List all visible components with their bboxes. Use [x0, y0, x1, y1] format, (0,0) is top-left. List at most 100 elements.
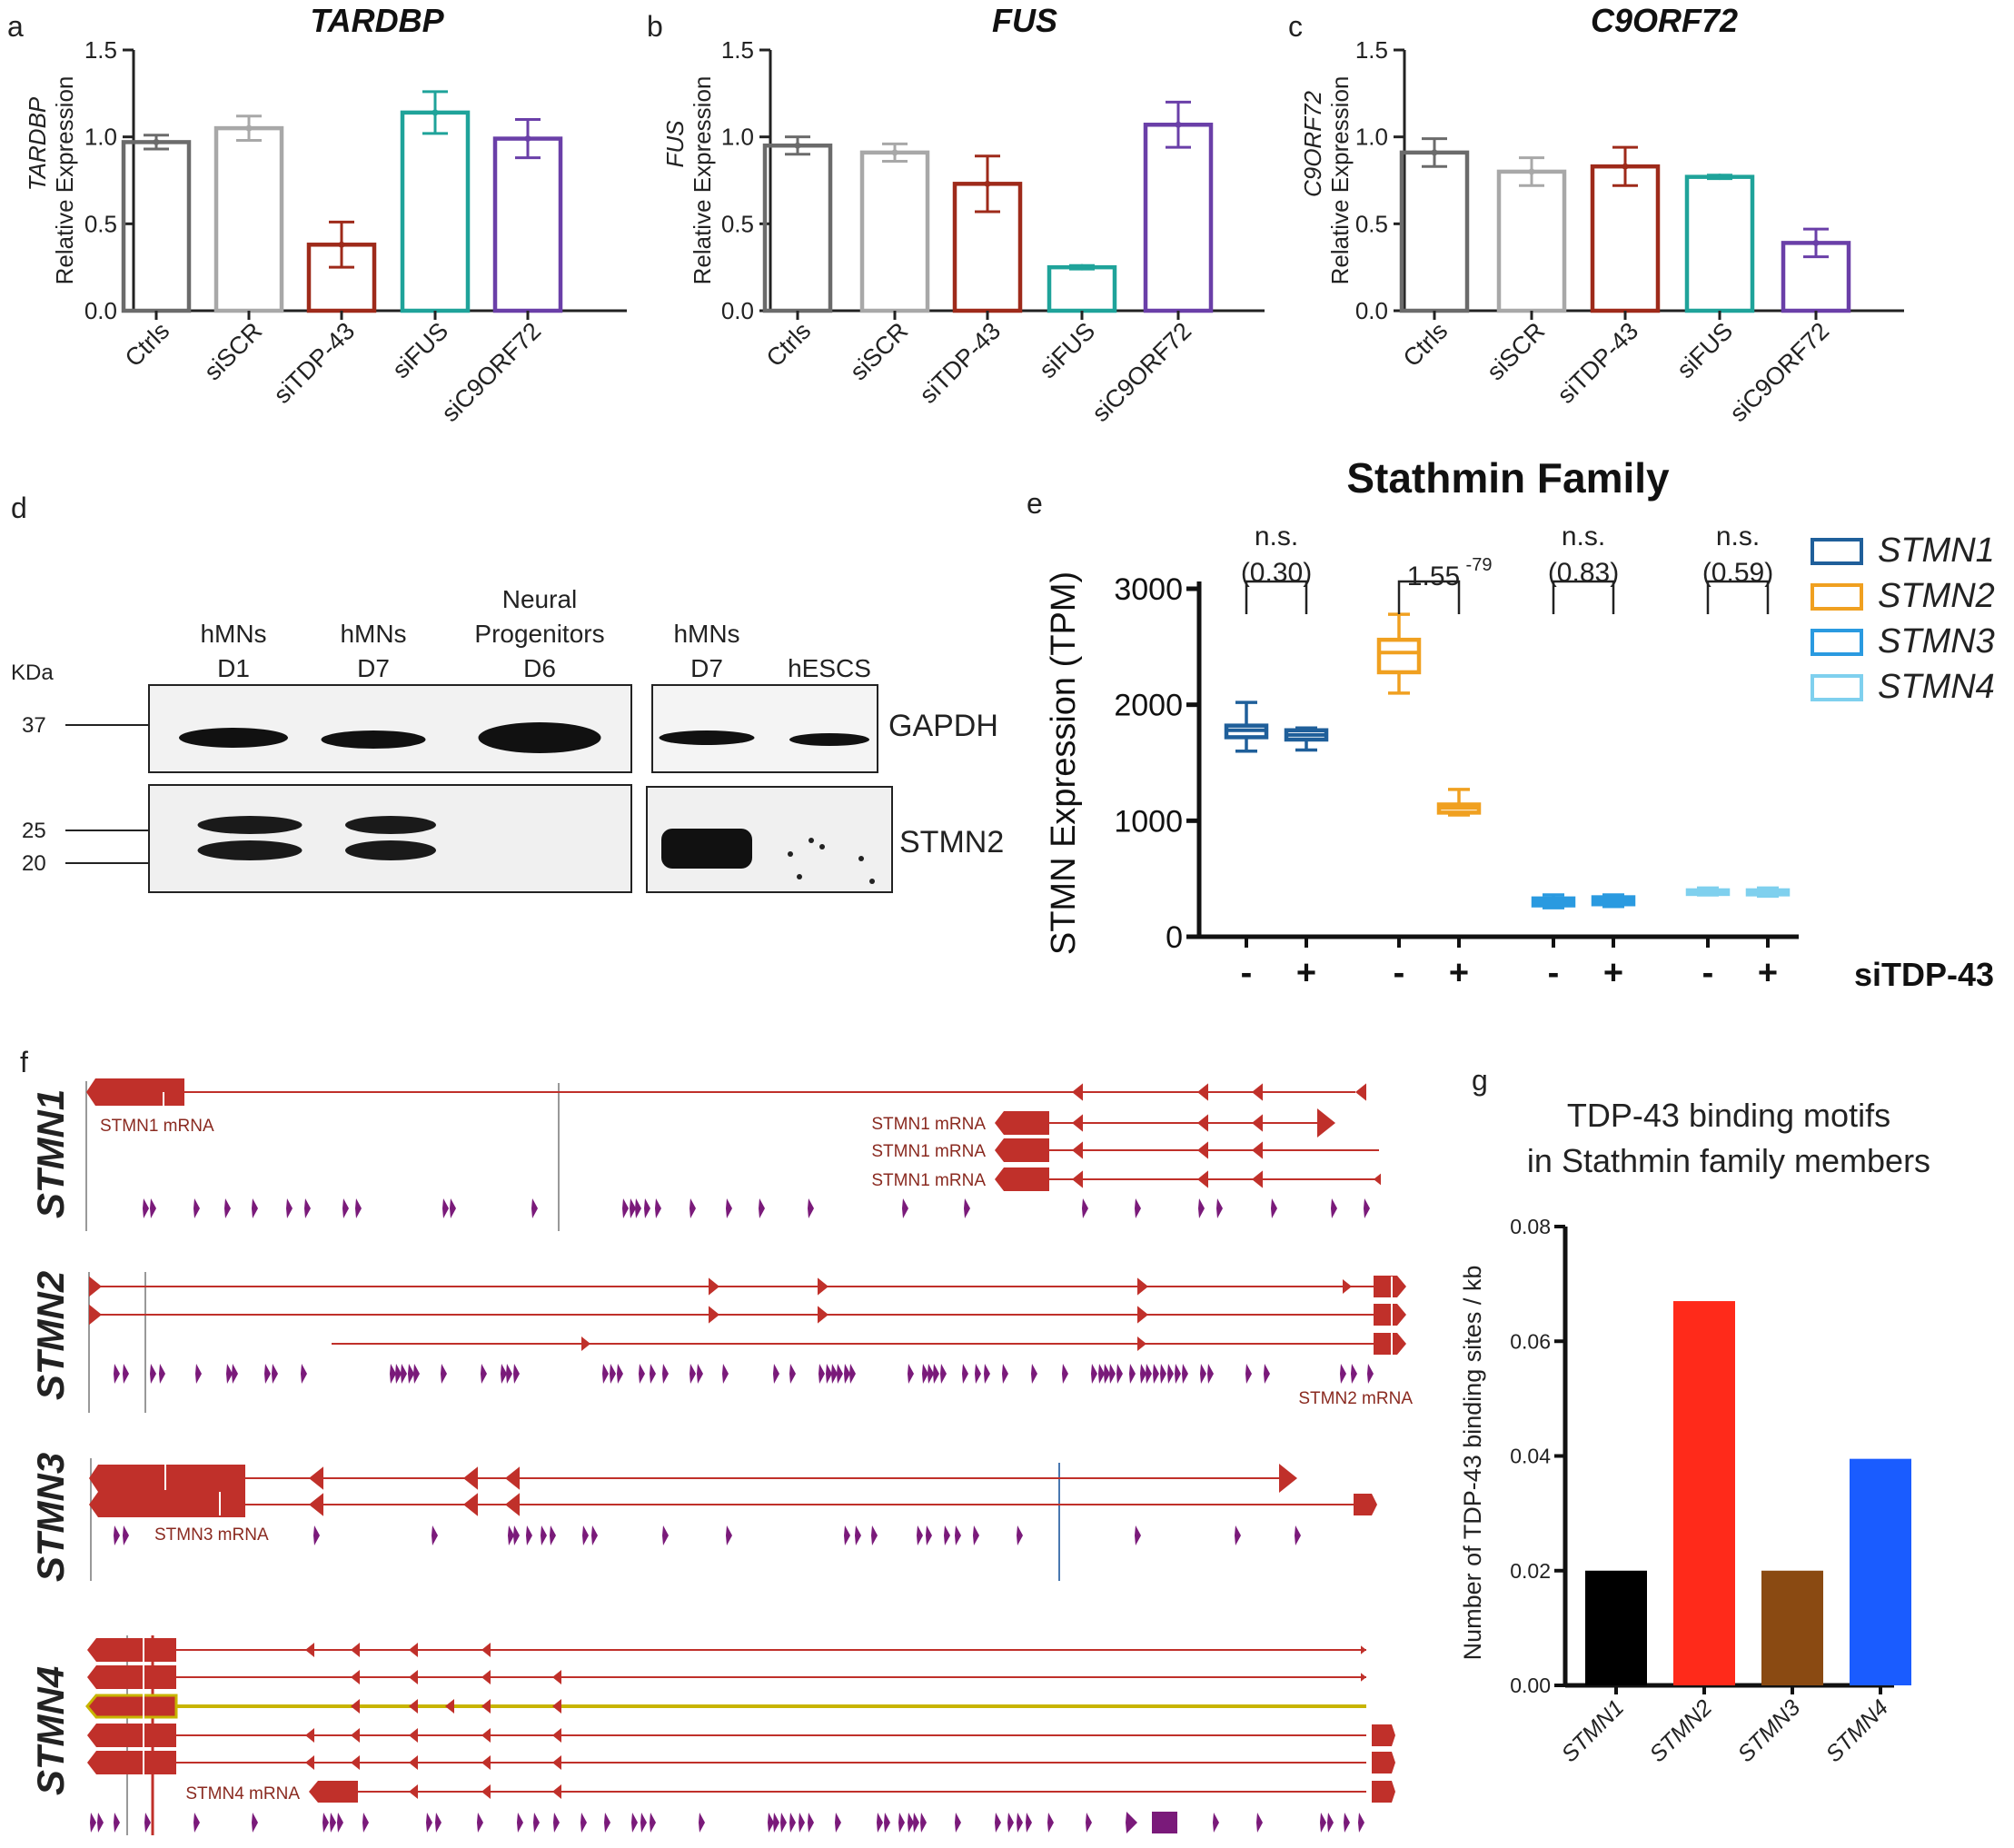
exon-marker: [409, 1643, 418, 1657]
motif: [917, 1525, 923, 1545]
exon-marker: [445, 1699, 454, 1714]
motif: [123, 1364, 129, 1384]
motif: [526, 1525, 532, 1545]
motif: [1109, 1364, 1116, 1384]
mrna-label: STMN1 mRNA: [871, 1171, 986, 1190]
y-tick-label: 0.5: [721, 210, 754, 237]
band: [478, 722, 601, 753]
exon-marker: [1252, 1114, 1263, 1132]
track-stmn4: STMN4 STMN4 mRNA: [29, 1635, 1395, 1835]
exon-marker: [351, 1670, 360, 1684]
motif: [441, 1364, 447, 1384]
motif: [1213, 1813, 1219, 1833]
bar: [1673, 1301, 1735, 1685]
motif: [114, 1364, 120, 1384]
panel-letter-a: a: [7, 10, 24, 43]
motif: [808, 1813, 814, 1833]
exon: [1372, 1724, 1395, 1746]
blot-stmn2-left: [148, 784, 632, 893]
data-point: [1175, 121, 1182, 128]
motif: [501, 1364, 507, 1384]
y-tick-label: 0.0: [721, 297, 754, 324]
exon-marker: [709, 1277, 719, 1296]
motif: [435, 1813, 441, 1833]
motif: [450, 1198, 456, 1218]
data-point: [891, 149, 898, 156]
lane-label: hMNs: [340, 620, 406, 648]
motif: [1358, 1813, 1364, 1833]
motif: [481, 1364, 487, 1384]
motif: [1091, 1364, 1097, 1384]
y-axis-label-gene: FUS: [661, 120, 689, 168]
motif: [1047, 1813, 1054, 1833]
motif: [773, 1364, 779, 1384]
motif: [304, 1198, 311, 1218]
band: [789, 733, 869, 746]
motif: [1104, 1364, 1110, 1384]
y-tick-label: 3000: [1114, 572, 1183, 607]
band: [659, 730, 755, 745]
panel-letter-f: f: [20, 1046, 28, 1078]
exon: [87, 1724, 176, 1747]
exon-marker: [1252, 1170, 1263, 1188]
exon-highlight: [85, 1694, 178, 1719]
exon-marker: [1317, 1108, 1335, 1138]
motif: [114, 1813, 120, 1833]
treatment-label: -: [1548, 954, 1560, 992]
motif: [975, 1364, 981, 1384]
treatment-label: +: [1449, 954, 1469, 992]
exon: [1372, 1781, 1395, 1803]
band: [321, 730, 426, 749]
motif: [1086, 1813, 1092, 1833]
y-tick-label: 0.00: [1510, 1674, 1551, 1697]
y-tick-label: 0.04: [1510, 1445, 1551, 1468]
band: [345, 816, 436, 834]
motif: [550, 1525, 556, 1545]
exon: [86, 1078, 184, 1106]
box-plot-e: Stathmin Family 0 1000 2000 3000 STMN Express…: [1045, 454, 1995, 993]
exon-marker: [1072, 1141, 1083, 1159]
exon-marker: [481, 1784, 491, 1799]
motif: [1340, 1364, 1346, 1384]
motif: [1098, 1364, 1105, 1384]
motif: [330, 1813, 336, 1833]
motif: [1126, 1812, 1137, 1833]
motif: [1129, 1364, 1136, 1384]
motif: [432, 1525, 438, 1545]
motif: [413, 1364, 420, 1384]
motif: [602, 1364, 609, 1384]
x-axis-label: siTDP-43: [1854, 956, 1994, 993]
exon: [89, 1492, 245, 1517]
motif: [477, 1813, 483, 1833]
motif: [818, 1364, 825, 1384]
chart-title: FUS: [992, 2, 1057, 39]
treatment-label: +: [1603, 954, 1623, 992]
treatment-label: -: [1241, 954, 1253, 992]
sig-label: n.s.: [1716, 522, 1760, 551]
motif: [940, 1364, 947, 1384]
exon-marker: [89, 1304, 102, 1326]
marker-label: 25: [22, 819, 46, 843]
exon: [1354, 1494, 1377, 1515]
motif: [1331, 1198, 1337, 1218]
motif: [1198, 1198, 1205, 1218]
motif: [1082, 1198, 1088, 1218]
bar: [1850, 1458, 1911, 1685]
motif: [90, 1813, 96, 1833]
exon-marker: [351, 1728, 360, 1743]
track-stmn3: STMN3 STMN3 mRNA: [29, 1453, 1377, 1582]
motif: [871, 1525, 878, 1545]
data-point: [245, 124, 253, 132]
motif: [159, 1364, 165, 1384]
motif: [1135, 1198, 1141, 1218]
lane-label: D7: [690, 654, 723, 682]
motif: [726, 1525, 732, 1545]
exon-marker: [409, 1755, 418, 1770]
y-axis-label: Relative Expression: [51, 76, 78, 285]
motif: [408, 1364, 414, 1384]
y-tick-label: 0.0: [84, 297, 117, 324]
motif: [662, 1364, 669, 1384]
exon-marker: [1279, 1464, 1297, 1493]
motif: [1146, 1364, 1152, 1384]
data-point: [153, 138, 160, 145]
